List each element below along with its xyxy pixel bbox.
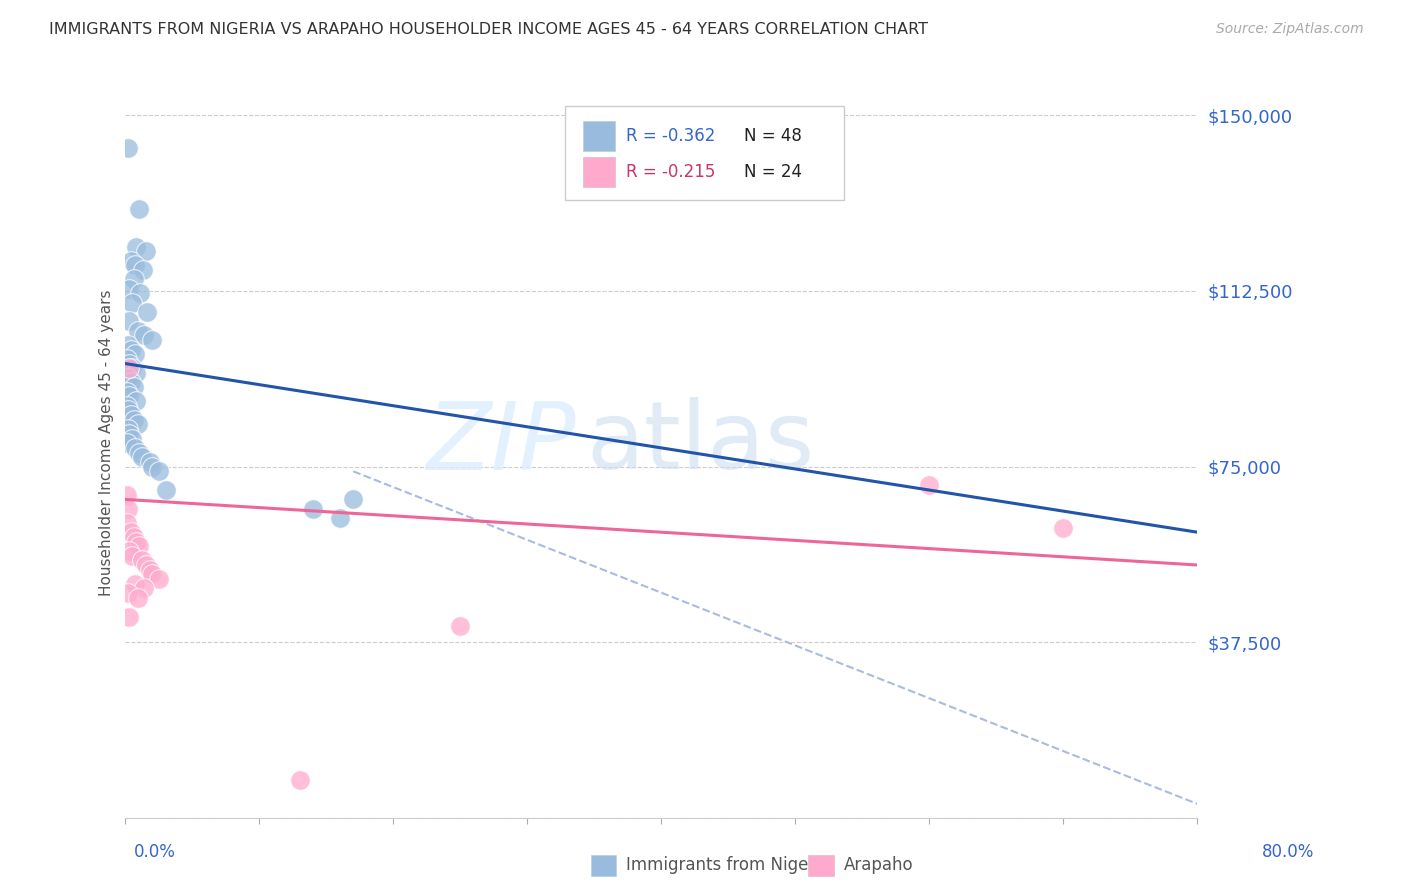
Point: [118, 282, 141, 296]
Point: [124, 576, 146, 591]
Point: [117, 422, 139, 436]
Point: [155, 483, 177, 497]
Text: 0.0%: 0.0%: [134, 843, 176, 861]
Text: Arapaho: Arapaho: [844, 856, 914, 874]
Point: [121, 295, 143, 310]
Point: [141, 459, 163, 474]
Point: [117, 403, 139, 417]
Point: [132, 263, 155, 277]
Point: [129, 286, 152, 301]
Point: [449, 619, 471, 633]
Point: [118, 314, 141, 328]
Point: [135, 558, 157, 572]
Text: ZIP: ZIP: [426, 398, 575, 489]
Point: [918, 478, 941, 492]
Point: [117, 141, 139, 155]
Point: [124, 441, 146, 455]
Text: R = -0.362: R = -0.362: [626, 127, 716, 145]
Point: [122, 530, 145, 544]
Point: [131, 553, 153, 567]
Point: [122, 272, 145, 286]
Point: [122, 413, 145, 427]
Point: [115, 399, 138, 413]
Point: [134, 328, 156, 343]
Point: [118, 361, 141, 376]
Point: [120, 343, 142, 357]
Point: [121, 361, 143, 376]
Point: [122, 380, 145, 394]
Point: [128, 445, 150, 459]
Point: [115, 436, 138, 450]
Point: [115, 516, 138, 530]
Point: [118, 544, 141, 558]
Point: [1052, 520, 1074, 534]
Point: [115, 488, 138, 502]
Point: [125, 239, 148, 253]
Point: [135, 305, 157, 319]
Text: N = 24: N = 24: [744, 163, 801, 181]
Point: [131, 450, 153, 465]
Point: [120, 408, 142, 422]
Point: [342, 492, 364, 507]
Point: [141, 333, 163, 347]
Point: [125, 394, 148, 409]
Point: [120, 253, 142, 268]
Point: [138, 455, 160, 469]
Point: [124, 347, 146, 361]
Bar: [583, 157, 616, 187]
Point: [118, 426, 141, 441]
Text: N = 48: N = 48: [744, 127, 801, 145]
Point: [115, 351, 138, 366]
Text: 80.0%: 80.0%: [1263, 843, 1315, 861]
Point: [141, 567, 163, 582]
Y-axis label: Householder Income Ages 45 - 64 years: Householder Income Ages 45 - 64 years: [100, 290, 114, 597]
Point: [128, 539, 150, 553]
Bar: [583, 121, 616, 151]
Point: [148, 572, 170, 586]
Point: [121, 432, 143, 446]
Text: R = -0.215: R = -0.215: [626, 163, 716, 181]
Point: [138, 563, 160, 577]
Point: [125, 366, 148, 380]
Point: [127, 417, 149, 432]
Text: Immigrants from Nigeria: Immigrants from Nigeria: [626, 856, 830, 874]
Text: IMMIGRANTS FROM NIGERIA VS ARAPAHO HOUSEHOLDER INCOME AGES 45 - 64 YEARS CORRELA: IMMIGRANTS FROM NIGERIA VS ARAPAHO HOUSE…: [49, 22, 928, 37]
Point: [117, 586, 139, 600]
Point: [117, 338, 139, 352]
Point: [134, 582, 156, 596]
Point: [127, 324, 149, 338]
Point: [115, 384, 138, 399]
Point: [120, 376, 142, 390]
Point: [118, 357, 141, 371]
Point: [135, 244, 157, 259]
Text: atlas: atlas: [586, 397, 814, 489]
Point: [125, 534, 148, 549]
Point: [124, 258, 146, 272]
Point: [148, 464, 170, 478]
Point: [118, 389, 141, 403]
Point: [117, 501, 139, 516]
Point: [117, 370, 139, 384]
Point: [118, 609, 141, 624]
Point: [127, 591, 149, 605]
Point: [128, 202, 150, 216]
Text: Source: ZipAtlas.com: Source: ZipAtlas.com: [1216, 22, 1364, 37]
FancyBboxPatch shape: [565, 106, 844, 200]
Point: [288, 773, 311, 788]
Point: [120, 525, 142, 540]
Point: [329, 511, 352, 525]
Point: [121, 549, 143, 563]
Point: [302, 501, 325, 516]
